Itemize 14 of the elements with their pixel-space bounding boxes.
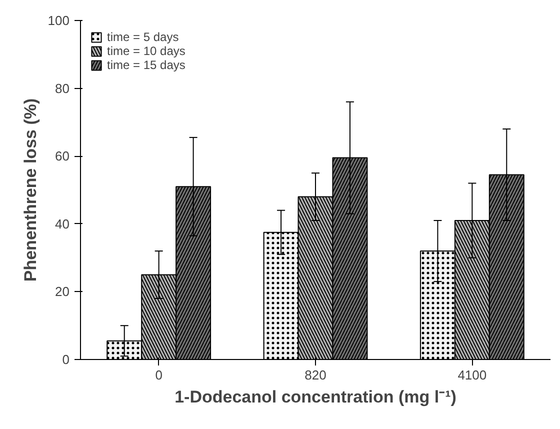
y-tick-label: 80	[55, 80, 70, 96]
legend-label: time = 10 days	[107, 44, 186, 58]
x-tick-label: 4100	[458, 368, 487, 382]
legend-label: time = 15 days	[107, 58, 186, 72]
x-tick-label: 820	[304, 368, 326, 382]
x-tick-label: 0	[155, 368, 162, 382]
y-tick-label: 0	[62, 352, 70, 367]
y-axis-title: Phenenthrene loss (%)	[20, 98, 40, 282]
legend-label: time = 5 days	[107, 30, 179, 44]
y-tick-label: 40	[55, 216, 70, 232]
y-tick-label: 60	[55, 148, 70, 164]
y-tick-label: 100	[48, 13, 70, 28]
y-tick-label: 20	[55, 284, 70, 300]
x-axis-title: 1-Dodecanol concentration (mg l⁻¹)	[174, 388, 456, 406]
